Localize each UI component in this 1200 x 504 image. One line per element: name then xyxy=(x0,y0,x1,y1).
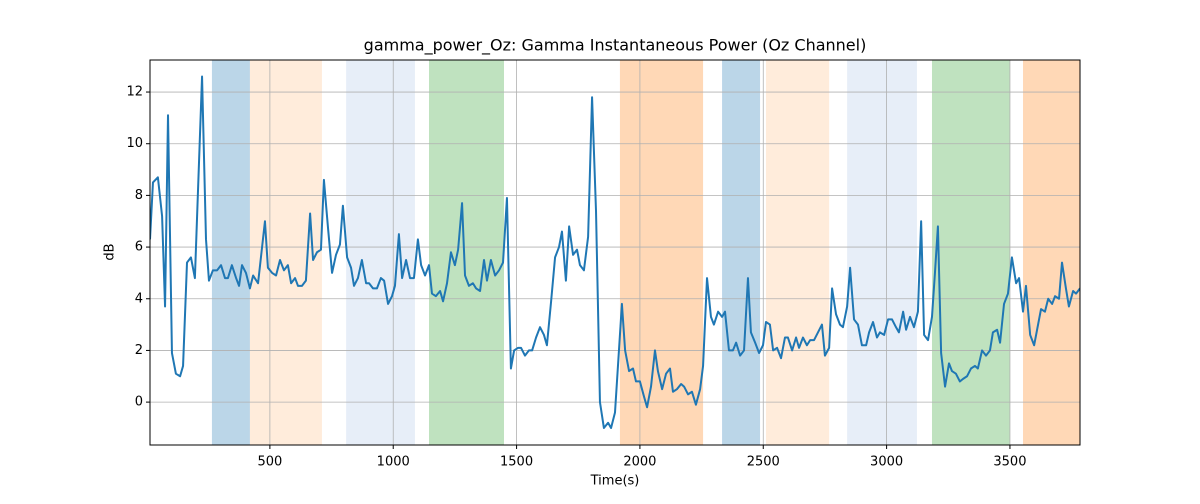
y-tick-label: 2 xyxy=(135,343,143,358)
shaded-span xyxy=(429,60,504,445)
x-tick-label: 3500 xyxy=(993,455,1026,470)
y-tick-label: 6 xyxy=(135,240,143,255)
plot-lines xyxy=(150,75,1080,429)
shaded-span xyxy=(346,60,415,445)
shaded-span xyxy=(847,60,917,445)
y-tick-label: 0 xyxy=(135,395,143,410)
chart-title: gamma_power_Oz: Gamma Instantaneous Powe… xyxy=(364,36,867,56)
y-axis-label: dB xyxy=(103,243,118,260)
y-tick-label: 12 xyxy=(126,85,143,100)
shaded-span xyxy=(1023,60,1080,445)
shaded-span xyxy=(211,60,250,445)
plot-frame xyxy=(149,59,1081,446)
x-tick-label: 500 xyxy=(257,455,282,470)
shaded-span xyxy=(619,60,704,445)
shaded-span xyxy=(765,60,830,445)
x-tick-label: 2000 xyxy=(623,455,656,470)
y-tick-label: 4 xyxy=(135,291,143,306)
y-tick-label: 10 xyxy=(126,136,143,151)
shaded-span xyxy=(931,60,1010,445)
x-tick-label: 1500 xyxy=(500,455,533,470)
x-tick-label: 3000 xyxy=(870,455,903,470)
plot-area xyxy=(211,60,1080,445)
data-line xyxy=(150,75,1080,429)
x-tick-label: 1000 xyxy=(377,455,410,470)
shaded-span xyxy=(722,60,761,445)
x-tick-label: 2500 xyxy=(747,455,780,470)
y-tick-label: 8 xyxy=(135,188,143,203)
x-axis-label: Time(s) xyxy=(590,474,640,489)
